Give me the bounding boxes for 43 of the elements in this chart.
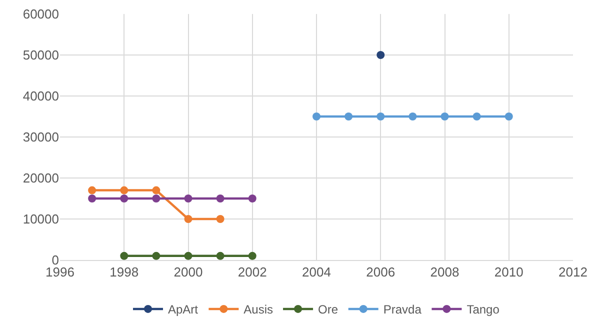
point: [376, 51, 385, 59]
point: [216, 252, 224, 260]
y-tick-label: 60000: [22, 6, 59, 22]
point: [248, 194, 256, 202]
point: [344, 112, 353, 120]
point: [184, 194, 192, 202]
x-tick-label: 2010: [494, 264, 524, 280]
point: [152, 252, 160, 260]
point: [216, 215, 224, 223]
point: [120, 186, 128, 194]
point: [216, 194, 224, 202]
y-tick-label: 20000: [22, 170, 59, 186]
point: [504, 112, 513, 120]
point: [120, 252, 128, 260]
legend-label: Ausis: [244, 302, 274, 317]
x-tick-label: 1998: [110, 264, 139, 280]
legend-label: Ore: [318, 302, 338, 317]
x-tick-label: 2004: [302, 264, 331, 280]
point: [152, 194, 160, 202]
point: [120, 194, 128, 202]
point: [472, 112, 481, 120]
point: [184, 252, 192, 260]
x-tick-label: 2008: [430, 264, 460, 280]
legend-label: Tango: [466, 302, 500, 317]
legend-label: ApArt: [168, 302, 199, 317]
x-tick-label: 2012: [558, 264, 588, 280]
y-tick-label: 40000: [22, 88, 59, 104]
y-tick-label: 30000: [22, 130, 59, 145]
x-tick-label: 2006: [366, 264, 396, 280]
point: [184, 215, 192, 223]
x-tick-label: 2000: [174, 264, 203, 280]
x-tick-label: 2002: [238, 264, 267, 280]
legend-label: Pravda: [383, 302, 422, 317]
y-tick-label: 10000: [22, 212, 59, 227]
point: [248, 252, 256, 260]
point: [312, 112, 320, 120]
y-tick-label: 50000: [22, 48, 59, 63]
point: [88, 194, 96, 202]
point: [408, 112, 417, 120]
point: [88, 186, 96, 194]
point: [152, 186, 160, 194]
point: [440, 112, 449, 120]
point: [376, 112, 385, 120]
